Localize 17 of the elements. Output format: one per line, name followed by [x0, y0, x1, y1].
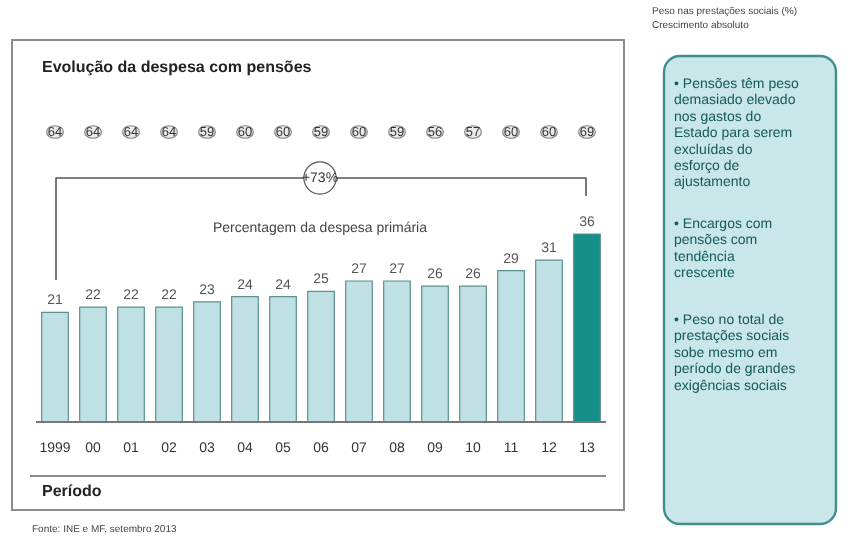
bar [497, 269, 525, 423]
bar [383, 280, 411, 423]
bar [155, 306, 183, 423]
bar [193, 301, 221, 423]
bar [345, 280, 373, 423]
x-axis-title: Período [42, 482, 102, 500]
bar [535, 259, 563, 423]
bar [307, 290, 335, 423]
bar [41, 311, 69, 423]
bar [269, 296, 297, 423]
bar [459, 285, 487, 423]
bar [421, 285, 449, 423]
bar [231, 296, 259, 423]
bar [573, 233, 601, 423]
bar [117, 306, 145, 423]
bar [79, 306, 107, 423]
chart-title: Evolução da despesa com pensões [42, 58, 313, 76]
